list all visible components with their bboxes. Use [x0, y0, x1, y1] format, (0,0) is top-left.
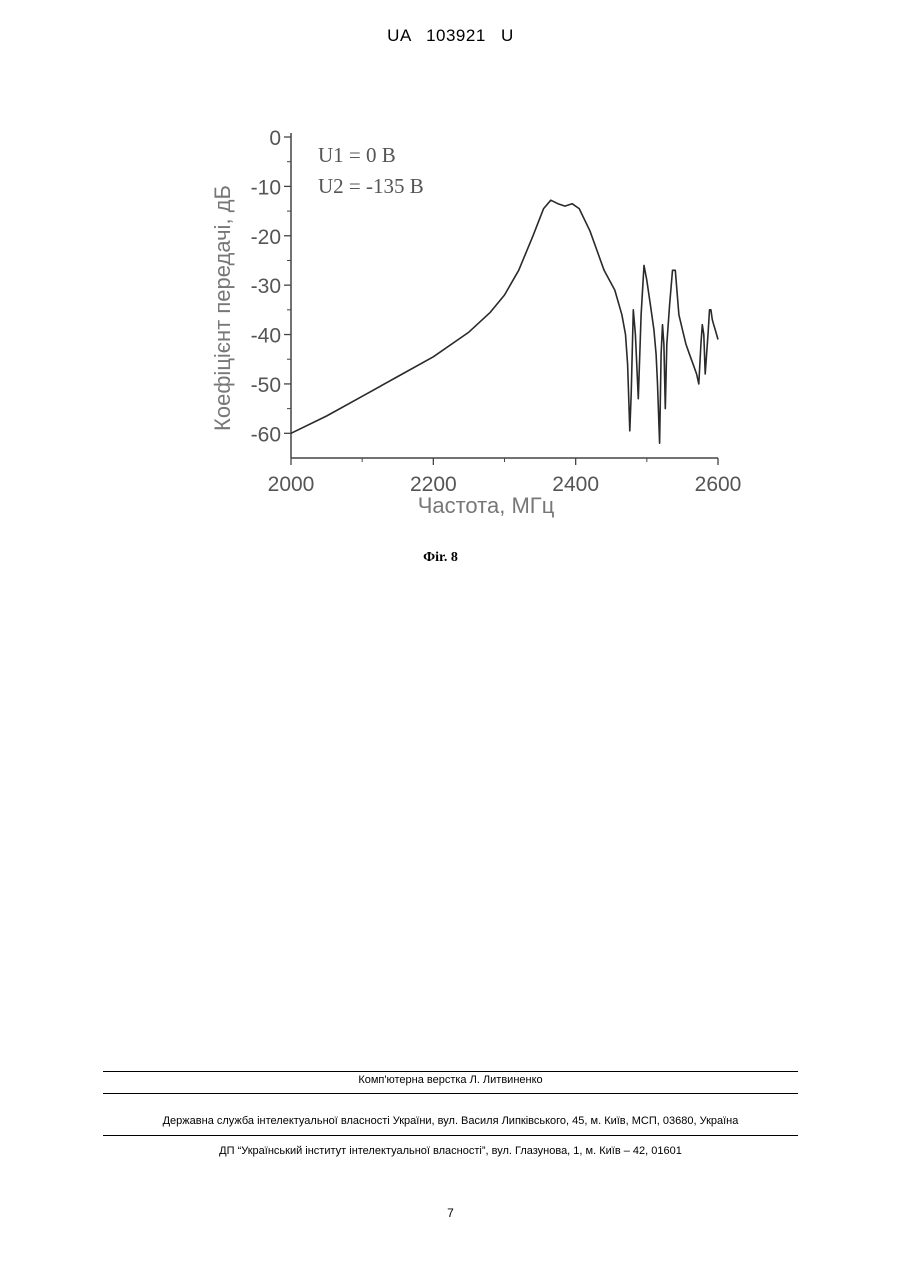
transmission-coefficient-chart: 0-10-20-30-40-50-602000220024002600 U1 =…: [195, 115, 755, 525]
legend-text-u2: U2 = -135 B: [318, 174, 424, 198]
y-tick-label: -30: [251, 275, 281, 298]
layout-credit: Комп'ютерна верстка Л. Литвиненко: [103, 1074, 798, 1086]
x-tick-label: 2000: [268, 473, 315, 496]
y-tick-label: 0: [269, 127, 281, 150]
y-axis-label: Коефіцієнт передачі, дБ: [210, 185, 235, 431]
footer-divider: [103, 1093, 798, 1094]
y-tick-label: -50: [251, 374, 281, 397]
series-line: [291, 200, 718, 443]
y-tick-label: -60: [251, 423, 281, 446]
agency-address: Державна служба інтелектуальної власност…: [103, 1115, 798, 1127]
y-tick-label: -40: [251, 325, 281, 348]
footer-divider: [103, 1071, 798, 1072]
document-number-header: UA 103921 U: [0, 26, 901, 46]
x-tick-label: 2400: [552, 473, 599, 496]
figure-caption: Фir. 8: [0, 550, 881, 566]
x-tick-label: 2600: [695, 473, 742, 496]
institute-address: ДП “Український інститут інтелектуальної…: [103, 1145, 798, 1157]
legend-text-u1: U1 = 0 B: [318, 143, 396, 167]
y-tick-label: -20: [251, 226, 281, 249]
y-tick-label: -10: [251, 176, 281, 199]
footer-divider: [103, 1135, 798, 1136]
page-number: 7: [0, 1206, 901, 1220]
x-axis-label: Частота, МГц: [418, 493, 555, 518]
